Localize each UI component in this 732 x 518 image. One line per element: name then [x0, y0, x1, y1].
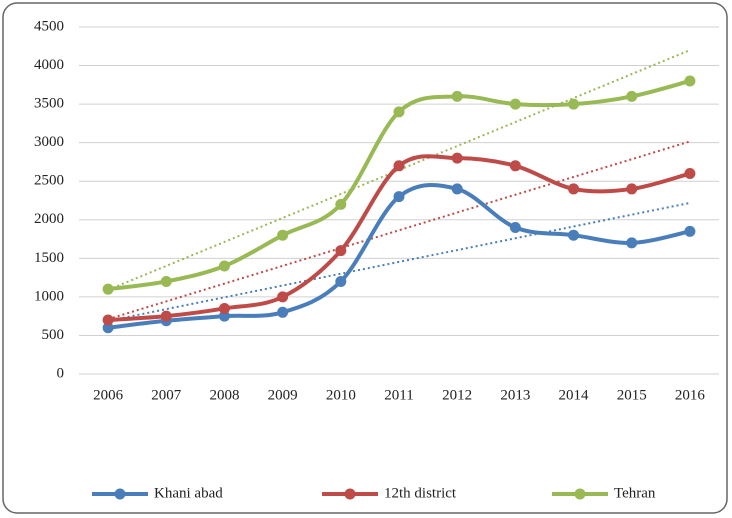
x-tick-label: 2008 [209, 387, 239, 403]
legend-marker [114, 488, 126, 500]
marker [684, 75, 696, 87]
x-tick-label: 2013 [500, 387, 530, 403]
marker [218, 302, 230, 314]
marker [568, 229, 580, 241]
y-tick-label: 4500 [34, 18, 64, 34]
legend-label: Tehran [614, 485, 656, 501]
marker [509, 221, 521, 233]
marker [684, 168, 696, 180]
marker [160, 275, 172, 287]
trendline [107, 201, 691, 322]
y-tick-label: 2500 [34, 173, 64, 189]
marker [277, 291, 289, 303]
marker [451, 183, 463, 195]
marker [335, 245, 347, 257]
marker [277, 229, 289, 241]
marker [277, 306, 289, 318]
x-tick-label: 2015 [617, 387, 647, 403]
marker [335, 198, 347, 210]
marker [684, 225, 696, 237]
legend-label: 12th district [384, 485, 457, 501]
legend-marker [574, 488, 586, 500]
y-tick-label: 500 [42, 327, 65, 343]
y-tick-label: 2000 [34, 211, 64, 227]
y-tick-label: 0 [57, 365, 65, 381]
marker [102, 314, 114, 326]
legend-label: Khani abad [154, 485, 223, 501]
x-tick-label: 2014 [559, 387, 590, 403]
marker [160, 310, 172, 322]
marker [568, 183, 580, 195]
x-tick-label: 2011 [384, 387, 413, 403]
legend-marker [344, 488, 356, 500]
marker [568, 98, 580, 110]
x-tick-label: 2012 [442, 387, 472, 403]
series-line [107, 79, 691, 292]
marker [451, 90, 463, 102]
marker [626, 237, 638, 249]
marker [509, 160, 521, 172]
marker [335, 275, 347, 287]
marker [626, 183, 638, 195]
marker [509, 98, 521, 110]
marker [102, 322, 114, 334]
x-tick-label: 2006 [93, 387, 124, 403]
y-tick-label: 1000 [34, 288, 64, 304]
trendline [107, 140, 691, 321]
marker [218, 260, 230, 272]
marker [393, 160, 405, 172]
y-tick-label: 3000 [34, 134, 64, 150]
marker [393, 106, 405, 118]
marker [451, 152, 463, 164]
y-tick-label: 1500 [34, 250, 64, 266]
y-tick-label: 3500 [34, 96, 64, 112]
y-tick-label: 4000 [34, 57, 64, 73]
marker [218, 310, 230, 322]
marker [102, 283, 114, 295]
marker [626, 90, 638, 102]
marker [393, 191, 405, 203]
x-tick-label: 2007 [151, 387, 182, 403]
x-tick-label: 2016 [675, 387, 706, 403]
x-tick-label: 2009 [268, 387, 298, 403]
x-tick-label: 2010 [326, 387, 356, 403]
